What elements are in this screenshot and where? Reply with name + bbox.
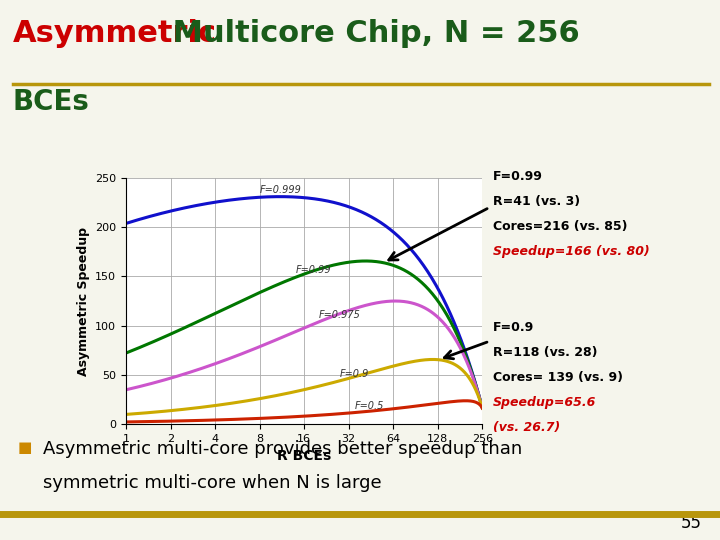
Text: F=0.9: F=0.9 — [493, 321, 534, 334]
Text: Speedup=65.6: Speedup=65.6 — [493, 396, 597, 409]
Text: F=0.975: F=0.975 — [318, 310, 361, 320]
Y-axis label: Asymmetric Speedup: Asymmetric Speedup — [76, 227, 89, 375]
Text: symmetric multi-core when N is large: symmetric multi-core when N is large — [43, 474, 382, 491]
Text: ■: ■ — [18, 440, 32, 455]
Text: Asymmetric: Asymmetric — [13, 19, 217, 48]
Text: BCEs: BCEs — [13, 88, 90, 116]
Text: F=0.5: F=0.5 — [354, 401, 384, 410]
Text: F=0.9: F=0.9 — [340, 369, 369, 379]
Text: Cores=216 (vs. 85): Cores=216 (vs. 85) — [493, 220, 628, 233]
Text: 55: 55 — [681, 514, 702, 532]
Text: Cores= 139 (vs. 9): Cores= 139 (vs. 9) — [493, 371, 624, 384]
X-axis label: R BCEs: R BCEs — [277, 449, 331, 463]
Text: (vs. 26.7): (vs. 26.7) — [493, 421, 560, 434]
Text: Speedup=166 (vs. 80): Speedup=166 (vs. 80) — [493, 245, 650, 258]
Text: F=0.99: F=0.99 — [493, 170, 543, 183]
Text: R=118 (vs. 28): R=118 (vs. 28) — [493, 346, 598, 359]
Text: F=0.99: F=0.99 — [296, 265, 331, 275]
Text: Asymmetric multi-core provides better speedup than: Asymmetric multi-core provides better sp… — [43, 440, 523, 458]
Text: R=41 (vs. 3): R=41 (vs. 3) — [493, 195, 580, 208]
Text: F=0.999: F=0.999 — [260, 185, 302, 195]
Text: Multicore Chip, N = 256: Multicore Chip, N = 256 — [162, 19, 580, 48]
